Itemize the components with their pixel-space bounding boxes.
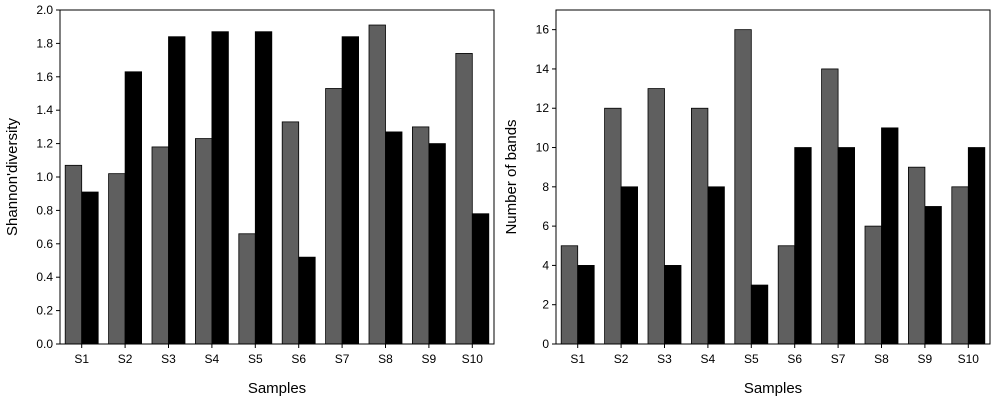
- bar-s4-series-1: [691, 107, 709, 345]
- bar-s7-series-1: [821, 68, 839, 345]
- bar-s2-series-1: [108, 173, 126, 345]
- bar-s9-series-1: [908, 166, 926, 345]
- bar-s5-series-2: [750, 284, 769, 345]
- x-tick-label-s10: S10: [462, 352, 484, 366]
- bar-s9-series-2: [924, 206, 942, 345]
- bar-s4-series-1: [194, 138, 213, 345]
- x-tick-label-s9: S9: [918, 352, 933, 366]
- bar-s10-series-2: [967, 147, 986, 345]
- x-tick-label-s5: S5: [744, 352, 759, 366]
- bar-s10-series-1: [951, 186, 969, 345]
- y-axis-title: Number of bands: [503, 119, 520, 234]
- y-tick-label: 10: [536, 141, 550, 155]
- y-tick-label: 0.2: [36, 304, 53, 318]
- bar-s6-series-2: [298, 256, 316, 345]
- x-ticks: S1 S2 S3 S4 S5 S6 S7 S8 S9 S10: [74, 344, 483, 366]
- x-tick-label-s1: S1: [74, 352, 89, 366]
- bar-s1-series-2: [81, 191, 99, 345]
- y-tick-label: 0.8: [36, 203, 53, 217]
- plot-frame: [555, 9, 991, 345]
- x-tick-label-s6: S6: [291, 352, 306, 366]
- bars: [560, 29, 986, 345]
- bar-s8-series-2: [385, 131, 403, 345]
- x-tick-label-s4: S4: [205, 352, 220, 366]
- x-tick-label-s4: S4: [701, 352, 716, 366]
- bar-s9-series-1: [411, 126, 430, 345]
- bar-s8-series-1: [864, 225, 882, 345]
- bar-s8-series-2: [881, 127, 899, 345]
- shannon-diversity-chart: 0.0 0.2 0.4 0.6 0.8 1.0 1.2 1.4 1.6 1.8 2.0 S1 S2 S3…: [4, 3, 495, 397]
- y-tick-label: 12: [536, 101, 550, 115]
- bar-s1-series-1: [560, 245, 579, 345]
- x-tick-label-s3: S3: [161, 352, 176, 366]
- x-tick-label-s3: S3: [657, 352, 672, 366]
- bar-s6-series-2: [794, 147, 812, 345]
- bar-s4-series-2: [707, 186, 725, 345]
- number-of-bands-chart: 0 2 4 6 8 10 12 14 16 S1 S2 S3 S4 S5 S6 S7 S8 S9 S10 Samp…: [503, 9, 991, 397]
- x-tick-label-s5: S5: [248, 352, 263, 366]
- bar-s3-series-1: [647, 88, 665, 345]
- bar-s1-series-2: [577, 265, 595, 345]
- y-tick-label: 0.4: [36, 270, 53, 284]
- bar-s10-series-1: [455, 53, 473, 345]
- bar-s2-series-1: [604, 107, 622, 345]
- y-tick-label: 1.6: [36, 70, 53, 84]
- y-ticks: 0 2 4 6 8 10 12 14 16: [536, 23, 556, 351]
- bar-s3-series-1: [151, 146, 169, 345]
- bar-s6-series-1: [777, 245, 796, 345]
- bar-s4-series-2: [211, 31, 229, 345]
- y-tick-label: 1.2: [36, 137, 53, 151]
- y-tick-label: 6: [542, 219, 549, 233]
- y-tick-label: 14: [536, 62, 550, 76]
- bar-s3-series-2: [664, 265, 682, 345]
- x-ticks: S1 S2 S3 S4 S5 S6 S7 S8 S9 S10: [570, 344, 979, 366]
- y-tick-label: 1.8: [36, 36, 53, 50]
- x-tick-label-s9: S9: [422, 352, 437, 366]
- y-tick-label: 1.0: [36, 170, 53, 184]
- x-tick-label-s7: S7: [831, 352, 846, 366]
- y-tick-label: 0: [542, 337, 549, 351]
- bar-s1-series-1: [64, 164, 83, 345]
- y-tick-label: 16: [536, 23, 550, 37]
- bars: [64, 24, 490, 345]
- bar-s7-series-1: [325, 88, 343, 345]
- y-tick-label: 0.6: [36, 237, 53, 251]
- x-tick-label-s6: S6: [787, 352, 802, 366]
- y-tick-label: 0.0: [36, 337, 53, 351]
- y-tick-label: 8: [542, 180, 549, 194]
- y-tick-label: 1.4: [36, 103, 53, 117]
- x-axis-title: Samples: [248, 380, 306, 397]
- y-tick-label: 4: [542, 258, 549, 272]
- x-axis-title: Samples: [744, 380, 802, 397]
- y-ticks: 0.0 0.2 0.4 0.6 0.8 1.0 1.2 1.4 1.6 1.8 2.0: [36, 3, 60, 351]
- bar-s6-series-1: [281, 121, 300, 345]
- x-tick-label-s10: S10: [958, 352, 980, 366]
- bar-s2-series-2: [124, 71, 142, 345]
- x-tick-label-s7: S7: [335, 352, 350, 366]
- x-tick-label-s2: S2: [118, 352, 133, 366]
- y-axis-title: Shannon'diversity: [4, 118, 21, 236]
- x-tick-label-s8: S8: [378, 352, 393, 366]
- bar-s7-series-2: [341, 36, 360, 345]
- bar-s9-series-2: [428, 143, 446, 345]
- bar-s10-series-2: [471, 213, 490, 345]
- x-tick-label-s8: S8: [874, 352, 889, 366]
- y-tick-label: 2: [542, 298, 549, 312]
- bar-s7-series-2: [837, 147, 855, 345]
- bar-s5-series-1: [238, 233, 256, 345]
- bar-s2-series-2: [620, 186, 638, 345]
- bar-s3-series-2: [168, 36, 186, 345]
- y-tick-label: 2.0: [36, 3, 53, 17]
- bar-s5-series-1: [734, 29, 752, 345]
- x-tick-label-s2: S2: [614, 352, 629, 366]
- bar-s5-series-2: [254, 31, 273, 345]
- x-tick-label-s1: S1: [570, 352, 585, 366]
- bar-s8-series-1: [368, 24, 386, 345]
